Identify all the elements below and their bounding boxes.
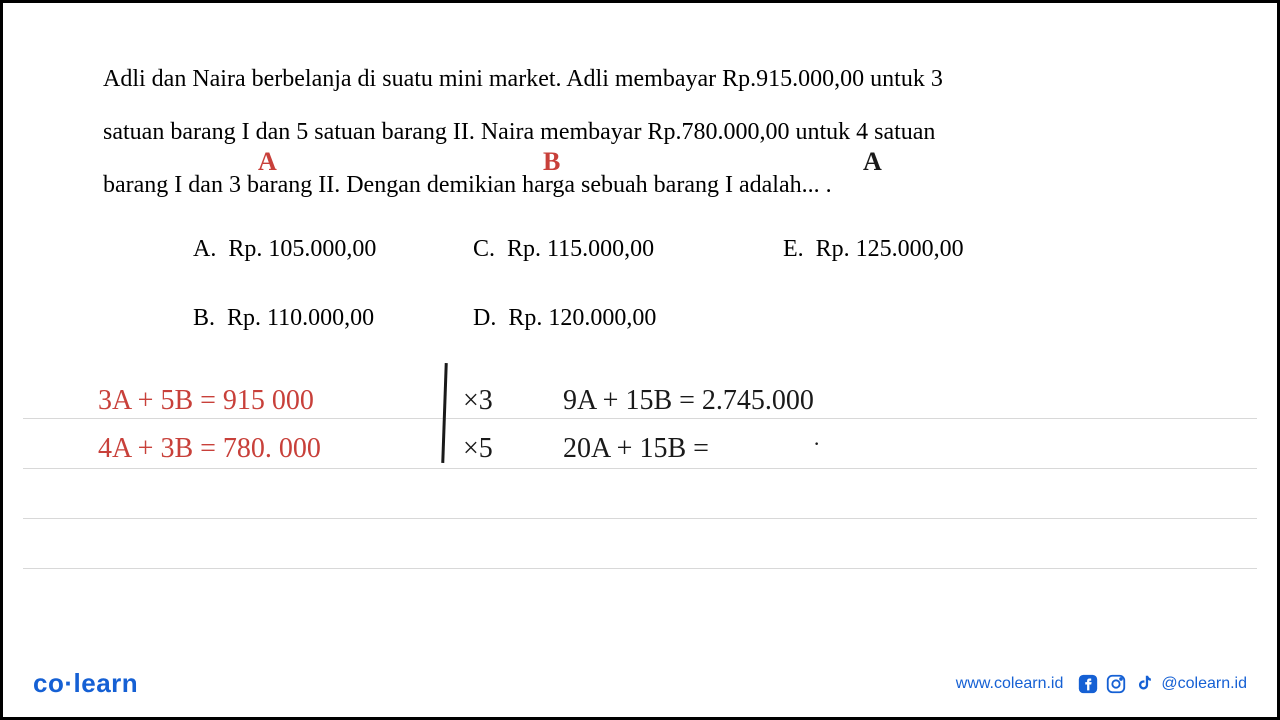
footer-right: www.colearn.id @colearn.id xyxy=(956,673,1247,695)
facebook-icon[interactable] xyxy=(1077,673,1099,695)
ruled-line xyxy=(23,518,1257,519)
question-line3: barang I dan 3 barang II. Dengan demikia… xyxy=(103,172,832,198)
option-D: D. Rp. 120.000,00 xyxy=(473,292,783,345)
footer: co·learn www.colearn.id @colearn.id xyxy=(3,668,1277,699)
annotation-A2: A xyxy=(863,133,882,190)
multiplier-1: ×3 xyxy=(463,385,493,417)
question-text: Adli dan Naira berbelanja di suatu mini … xyxy=(103,53,1187,211)
option-A: A. Rp. 105.000,00 xyxy=(193,223,473,276)
ruled-line xyxy=(23,568,1257,569)
equation-1: 3A + 5B = 915 000 xyxy=(98,385,314,417)
option-E: E. Rp. 125.000,00 xyxy=(783,223,1063,276)
option-C: C. Rp. 115.000,00 xyxy=(473,223,783,276)
annotation-B: B xyxy=(543,133,560,190)
equation-2: 4A + 3B = 780. 000 xyxy=(98,433,321,465)
option-B: B. Rp. 110.000,00 xyxy=(193,292,473,345)
question-line1: Adli dan Naira berbelanja di suatu mini … xyxy=(103,66,943,92)
question-area: Adli dan Naira berbelanja di suatu mini … xyxy=(3,3,1277,345)
equation-4: 20A + 15B = xyxy=(563,433,709,465)
website-link[interactable]: www.colearn.id xyxy=(956,675,1064,693)
ruled-line xyxy=(23,418,1257,419)
brand-logo: co·learn xyxy=(33,668,138,699)
equation-dot: · xyxy=(813,431,820,457)
equation-3: 9A + 15B = 2.745.000 xyxy=(563,385,814,417)
instagram-icon[interactable] xyxy=(1105,673,1127,695)
annotation-A1: A xyxy=(258,133,277,190)
tiktok-icon[interactable] xyxy=(1133,673,1155,695)
ruled-line xyxy=(23,468,1257,469)
question-line2: satuan barang I dan 5 satuan barang II. … xyxy=(103,119,935,145)
social-icons: @colearn.id xyxy=(1077,673,1247,695)
social-handle: @colearn.id xyxy=(1161,675,1247,693)
multiplier-2: ×5 xyxy=(463,433,493,465)
options-grid: A. Rp. 105.000,00 C. Rp. 115.000,00 E. R… xyxy=(103,223,1187,345)
